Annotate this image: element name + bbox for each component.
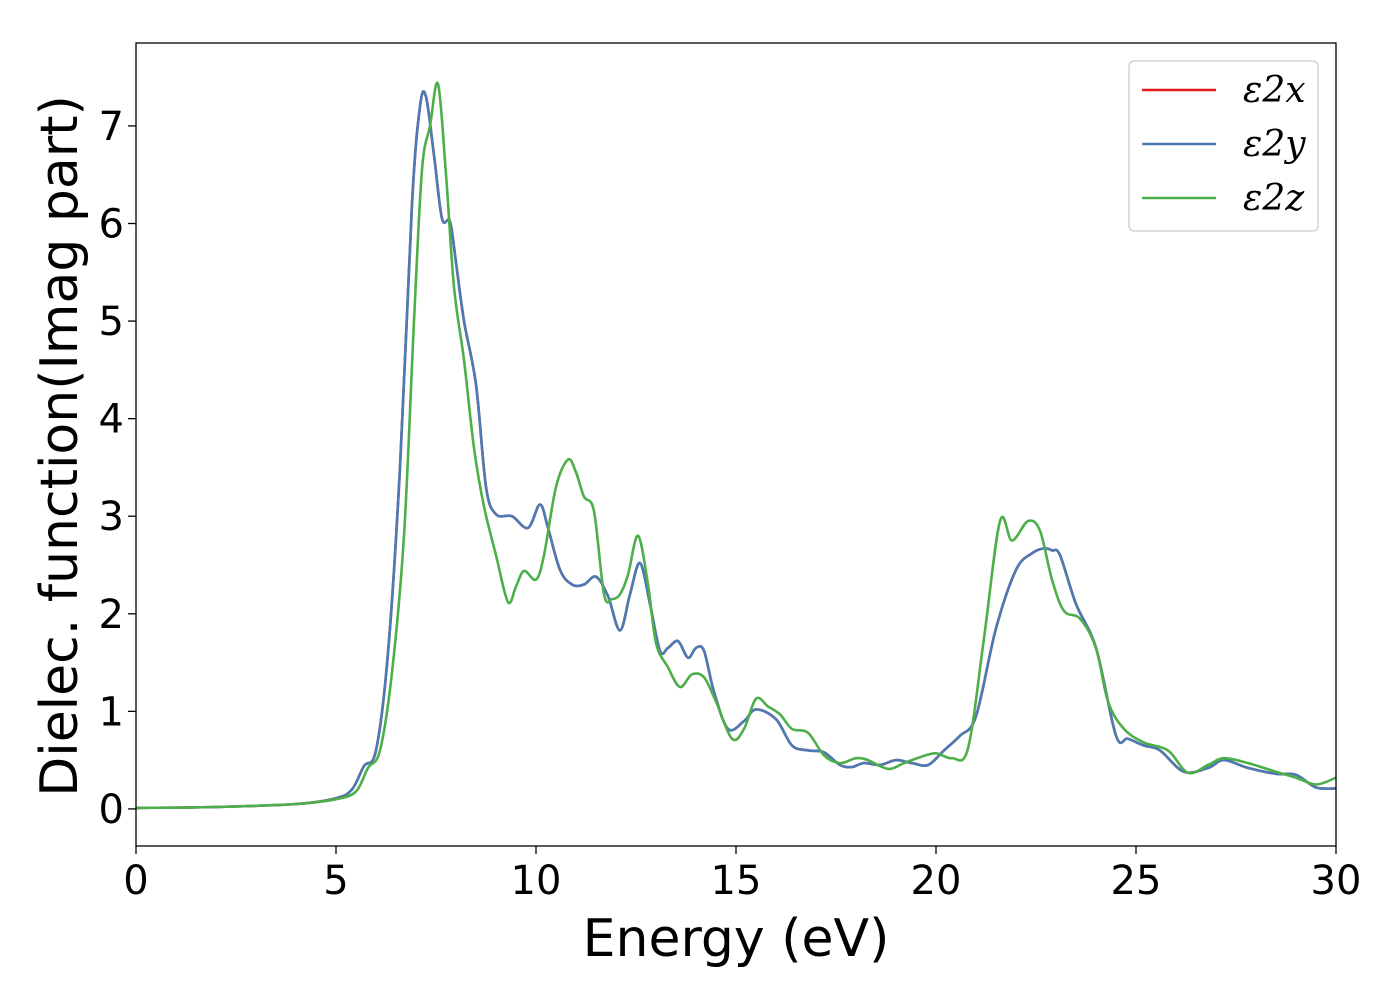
series-layer [135, 81, 1337, 810]
x-tick-label: 10 [511, 858, 562, 904]
x-tick-label: 15 [711, 858, 762, 904]
x-tick-label: 30 [1311, 858, 1362, 904]
x-axis-label: Energy (eV) [583, 909, 890, 969]
y-tick-label: 0 [99, 787, 124, 833]
y-axis-label: Dielec. function(Imag part) [30, 95, 90, 797]
series-line-3 [135, 81, 1337, 810]
x-tick-label: 20 [911, 858, 962, 904]
y-tick-label: 6 [99, 202, 124, 248]
y-tick-label: 5 [99, 299, 124, 345]
y-tick-label: 4 [99, 397, 124, 443]
y-tick-label: 3 [99, 494, 124, 540]
x-tick-label: 0 [123, 858, 148, 904]
x-axis-ticks: 0 5 10 15 20 25 30 [123, 846, 1361, 904]
x-tick-label: 5 [323, 858, 348, 904]
legend-box [1128, 60, 1319, 232]
x-tick-label: 25 [1111, 858, 1162, 904]
legend: ε2x ε2y ε2z [1128, 60, 1319, 232]
y-tick-label: 2 [99, 592, 124, 638]
legend-label-3: ε2z [1243, 178, 1305, 219]
legend-label-1: ε2x [1243, 70, 1306, 111]
series-line-2 [135, 90, 1337, 810]
legend-label-2: ε2y [1243, 124, 1306, 165]
y-tick-label: 1 [99, 689, 124, 735]
y-axis-ticks: 0 1 2 3 4 5 6 7 [99, 104, 136, 833]
y-tick-label: 7 [99, 104, 124, 150]
